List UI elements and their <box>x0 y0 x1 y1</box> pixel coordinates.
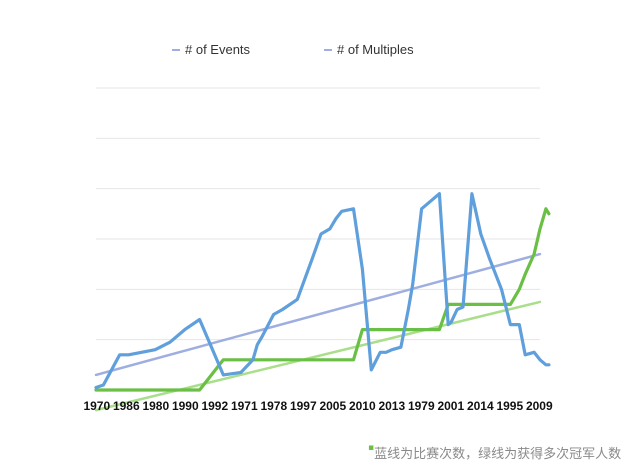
x-tick-label: 2009 <box>526 399 553 413</box>
caption-marker-icon: ▪ <box>368 443 375 453</box>
chart-caption: ▪蓝线为比赛次数，绿线为获得多次冠军人数 <box>368 443 621 462</box>
x-tick-label: 2014 <box>467 399 494 413</box>
legend: # of Events # of Multiples <box>172 42 414 57</box>
x-tick-label: 1997 <box>290 399 317 413</box>
legend-label-multiples: # of Multiples <box>337 42 414 57</box>
x-tick-label: 1980 <box>142 399 169 413</box>
x-tick-label: 1971 <box>231 399 258 413</box>
x-tick-label: 1986 <box>113 399 140 413</box>
x-tick-label: 2013 <box>378 399 405 413</box>
trendline <box>94 300 542 412</box>
x-tick-label: 2010 <box>349 399 376 413</box>
x-tick-label: 1995 <box>496 399 523 413</box>
x-tick-label: 1978 <box>260 399 287 413</box>
x-axis-tick-labels: 1970 1986 1980 1990 1992 1971 1978 1997 2005 2010… <box>83 399 553 413</box>
gridlines <box>96 87 540 341</box>
x-tick-label: 2001 <box>437 399 464 413</box>
x-tick-label: 1970 <box>83 399 110 413</box>
series-lines <box>94 192 551 392</box>
x-tick-label: 1990 <box>172 399 199 413</box>
caption-text: 蓝线为比赛次数，绿线为获得多次冠军人数 <box>374 447 622 462</box>
series-line <box>94 207 551 392</box>
x-tick-label: 2005 <box>319 399 346 413</box>
series-line <box>94 192 551 390</box>
x-tick-label: 1979 <box>408 399 435 413</box>
x-tick-label: 1992 <box>201 399 228 413</box>
trendlines <box>94 252 542 412</box>
legend-label-events: # of Events <box>185 42 251 57</box>
